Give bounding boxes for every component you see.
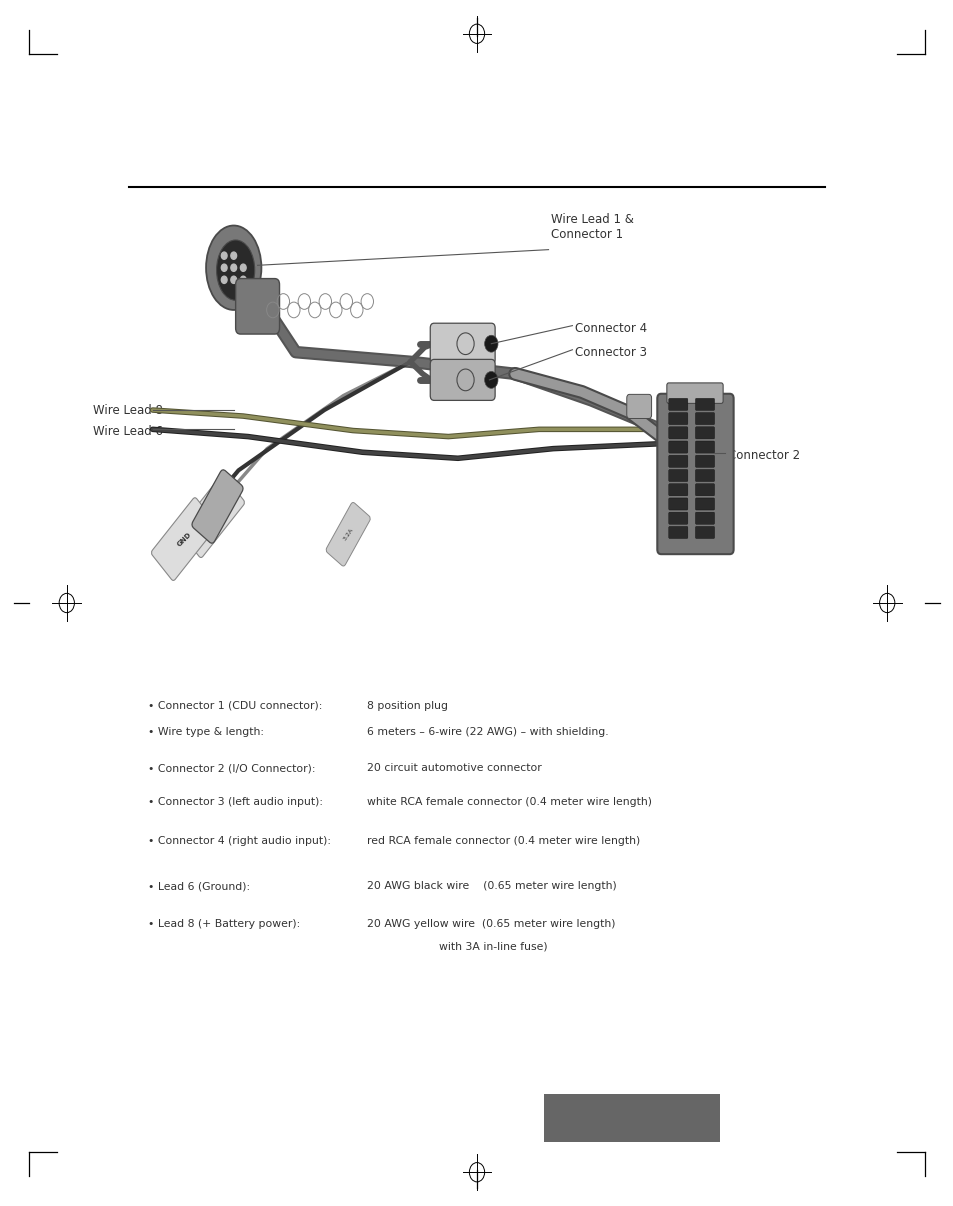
- FancyBboxPatch shape: [657, 393, 733, 555]
- Circle shape: [231, 252, 236, 259]
- Text: 8 position plug: 8 position plug: [367, 701, 448, 710]
- Text: • Connector 4 (right audio input):: • Connector 4 (right audio input):: [148, 836, 331, 845]
- Circle shape: [231, 264, 236, 271]
- FancyBboxPatch shape: [695, 484, 714, 496]
- Text: GND: GND: [175, 531, 193, 548]
- FancyBboxPatch shape: [695, 498, 714, 510]
- FancyBboxPatch shape: [668, 456, 687, 468]
- FancyBboxPatch shape: [192, 470, 243, 543]
- FancyBboxPatch shape: [430, 323, 495, 364]
- FancyBboxPatch shape: [430, 359, 495, 400]
- Text: • Connector 3 (left audio input):: • Connector 3 (left audio input):: [148, 797, 322, 807]
- Circle shape: [484, 335, 497, 352]
- FancyBboxPatch shape: [668, 526, 687, 538]
- Text: • Wire type & length:: • Wire type & length:: [148, 727, 264, 737]
- FancyBboxPatch shape: [668, 427, 687, 439]
- FancyBboxPatch shape: [695, 526, 714, 538]
- Text: BAT: BAT: [203, 508, 220, 525]
- Circle shape: [221, 252, 227, 259]
- FancyBboxPatch shape: [695, 412, 714, 425]
- Circle shape: [240, 264, 246, 271]
- Text: Wire Lead 6: Wire Lead 6: [93, 426, 163, 438]
- FancyBboxPatch shape: [179, 475, 244, 557]
- FancyBboxPatch shape: [326, 503, 370, 566]
- FancyBboxPatch shape: [668, 484, 687, 496]
- Circle shape: [240, 276, 246, 283]
- Text: Connector 2: Connector 2: [727, 450, 800, 462]
- FancyBboxPatch shape: [666, 384, 722, 403]
- Circle shape: [221, 276, 227, 283]
- Text: 3.2A: 3.2A: [342, 527, 354, 541]
- FancyBboxPatch shape: [543, 1094, 720, 1142]
- FancyBboxPatch shape: [235, 279, 279, 334]
- Text: Connector 3: Connector 3: [575, 346, 646, 358]
- FancyBboxPatch shape: [695, 469, 714, 481]
- FancyBboxPatch shape: [668, 469, 687, 481]
- Text: • Lead 6 (Ground):: • Lead 6 (Ground):: [148, 882, 250, 891]
- Text: Wire Lead 8: Wire Lead 8: [93, 404, 163, 416]
- Text: 20 AWG black wire    (0.65 meter wire length): 20 AWG black wire (0.65 meter wire lengt…: [367, 882, 617, 891]
- Text: red RCA female connector (0.4 meter wire length): red RCA female connector (0.4 meter wire…: [367, 836, 639, 845]
- Text: white RCA female connector (0.4 meter wire length): white RCA female connector (0.4 meter wi…: [367, 797, 652, 807]
- FancyBboxPatch shape: [695, 427, 714, 439]
- Text: 20 AWG yellow wire  (0.65 meter wire length): 20 AWG yellow wire (0.65 meter wire leng…: [367, 919, 615, 929]
- FancyBboxPatch shape: [668, 441, 687, 453]
- Text: Connector 4: Connector 4: [575, 322, 647, 334]
- Ellipse shape: [206, 226, 261, 310]
- Text: • Lead 8 (+ Battery power):: • Lead 8 (+ Battery power):: [148, 919, 300, 929]
- FancyBboxPatch shape: [626, 394, 651, 418]
- Ellipse shape: [216, 240, 254, 300]
- FancyBboxPatch shape: [668, 412, 687, 425]
- FancyBboxPatch shape: [695, 398, 714, 410]
- Text: 6 meters – 6-wire (22 AWG) – with shielding.: 6 meters – 6-wire (22 AWG) – with shield…: [367, 727, 608, 737]
- Text: Wire Lead 1 &
Connector 1: Wire Lead 1 & Connector 1: [551, 213, 634, 241]
- Text: with 3A in-line fuse): with 3A in-line fuse): [438, 942, 547, 952]
- Text: • Connector 2 (I/O Connector):: • Connector 2 (I/O Connector):: [148, 763, 315, 773]
- FancyBboxPatch shape: [695, 513, 714, 525]
- FancyBboxPatch shape: [668, 513, 687, 525]
- FancyBboxPatch shape: [668, 498, 687, 510]
- FancyBboxPatch shape: [695, 441, 714, 453]
- FancyBboxPatch shape: [668, 398, 687, 410]
- FancyBboxPatch shape: [695, 456, 714, 468]
- FancyBboxPatch shape: [152, 498, 216, 580]
- Circle shape: [221, 264, 227, 271]
- Circle shape: [231, 276, 236, 283]
- Text: • Connector 1 (CDU connector):: • Connector 1 (CDU connector):: [148, 701, 322, 710]
- Circle shape: [484, 371, 497, 388]
- Text: 20 circuit automotive connector: 20 circuit automotive connector: [367, 763, 541, 773]
